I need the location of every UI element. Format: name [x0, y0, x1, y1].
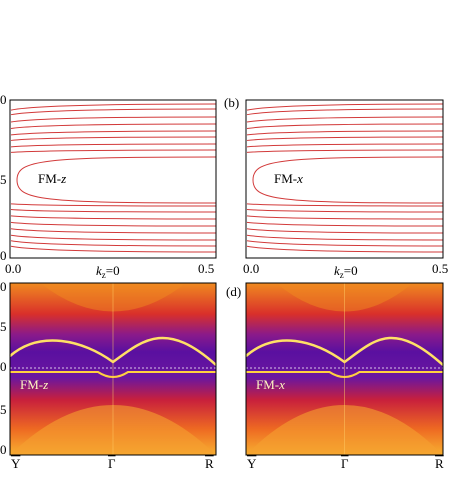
- x-tick-label: R: [435, 456, 444, 471]
- x-tick-label: Γ: [108, 456, 116, 471]
- band-curve: [246, 215, 444, 220]
- band-curve: [10, 221, 217, 227]
- band-curve: [10, 245, 217, 253]
- band-curve: [10, 143, 217, 148]
- band-curve: [10, 203, 217, 207]
- band-curve: [246, 208, 444, 213]
- band-curve: [246, 234, 444, 241]
- band-curve: [16, 156, 217, 204]
- annotation: FM-z: [38, 171, 66, 186]
- x-tick-label: Γ: [341, 456, 349, 471]
- panel-label: (b): [224, 95, 239, 110]
- band-curve: [246, 123, 444, 129]
- band-curve: [246, 240, 444, 247]
- band-curve: [246, 136, 444, 141]
- band-curve: [246, 245, 444, 253]
- annotation: FM-z: [20, 377, 48, 392]
- band-curve: [10, 130, 217, 136]
- band-curve: [246, 149, 444, 153]
- band-curve: [10, 208, 217, 213]
- spectral-map: [9, 282, 217, 456]
- spectral-map: [245, 282, 444, 456]
- x-tick-label: 0.5: [198, 261, 214, 276]
- band-curve: [10, 136, 217, 141]
- band-curve: [10, 116, 217, 123]
- y-tick-label: 0: [0, 279, 7, 294]
- panel-frame: [9, 99, 217, 259]
- y-tick-label: 0: [0, 92, 7, 107]
- x-tick-label: Y: [11, 456, 21, 471]
- y-tick-label: 5: [0, 319, 7, 334]
- band-curve: [10, 103, 217, 111]
- band-curve: [246, 108, 444, 116]
- panel-frame: [245, 282, 444, 456]
- band-curves: [246, 103, 444, 253]
- y-tick-label: 5: [0, 402, 7, 417]
- band-curve: [10, 215, 217, 220]
- panel-frame: [9, 282, 217, 456]
- band-curve: [10, 228, 217, 234]
- band-curve: [10, 234, 217, 241]
- x-tick-label: 0.5: [432, 261, 448, 276]
- x-tick-label: R: [205, 456, 214, 471]
- y-tick-label: 5: [0, 172, 7, 187]
- band-curve: [246, 130, 444, 136]
- band-curve: [10, 149, 217, 153]
- axis-label: kz=0: [334, 263, 358, 280]
- x-tick-label: 0.0: [5, 261, 21, 276]
- annotation: FM-x: [274, 171, 303, 186]
- y-tick-label: 0: [0, 442, 7, 457]
- band-curve: [246, 228, 444, 234]
- annotation: FM-x: [256, 377, 285, 392]
- band-curves: [10, 103, 217, 253]
- y-tick-label: 0: [0, 359, 7, 374]
- band-curve: [246, 103, 444, 111]
- band-curve: [246, 203, 444, 207]
- band-curve: [10, 108, 217, 116]
- x-tick-label: Y: [247, 456, 257, 471]
- band-curve: [246, 116, 444, 123]
- axis-label: kz=0: [96, 263, 120, 280]
- band-curve: [246, 143, 444, 148]
- panel-frame: [245, 99, 444, 259]
- y-tick-label: 0: [0, 248, 7, 263]
- band-curve: [10, 240, 217, 247]
- band-curve: [10, 123, 217, 129]
- band-curve: [246, 221, 444, 227]
- panel-label: (d): [226, 284, 241, 299]
- band-curve: [252, 156, 444, 204]
- x-tick-label: 0.0: [243, 261, 259, 276]
